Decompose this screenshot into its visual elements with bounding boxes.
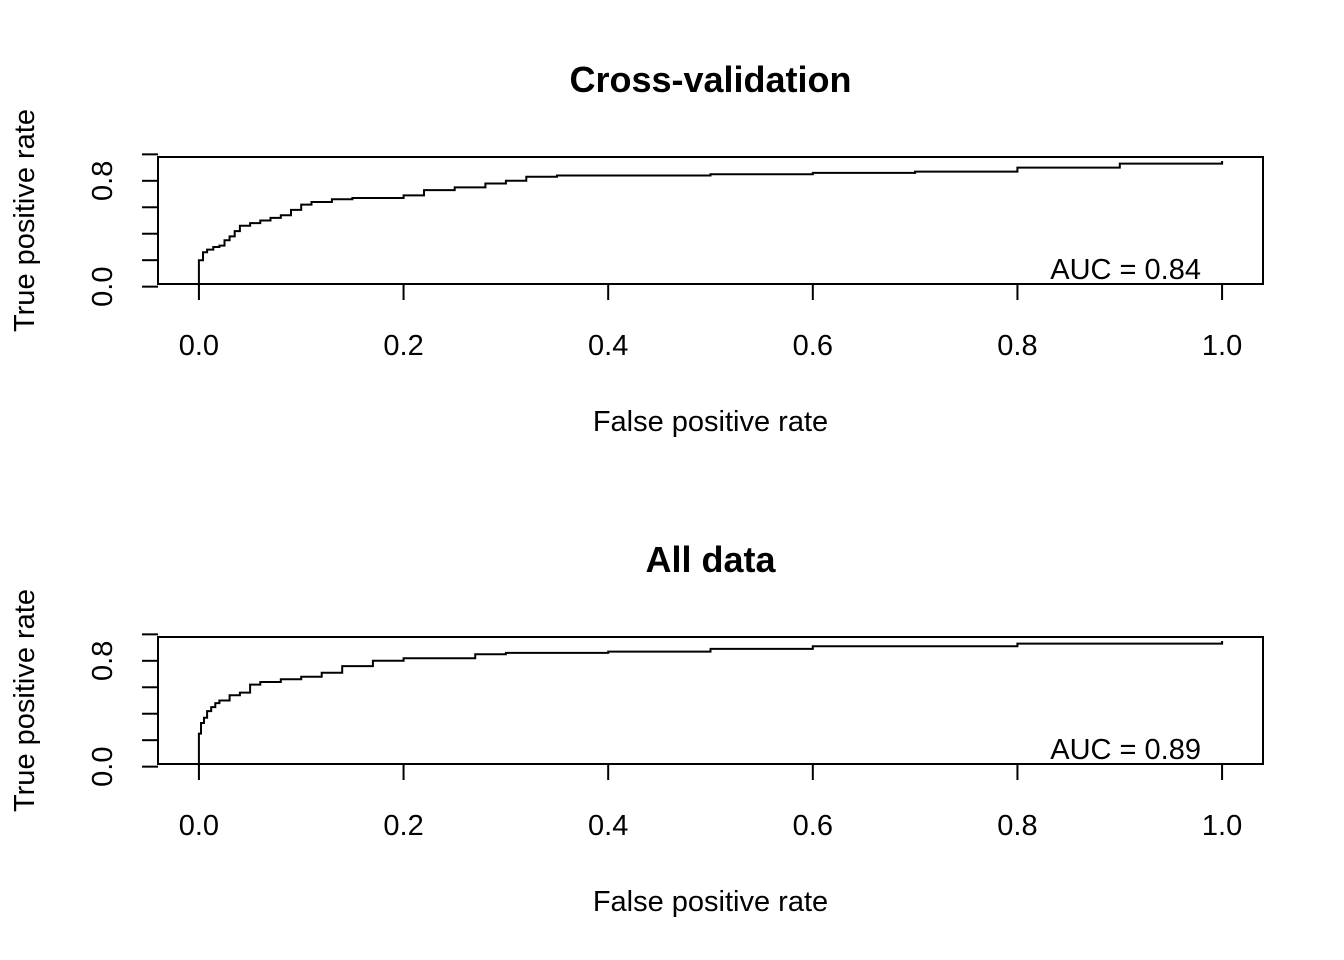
y-tick-label: 0.8	[87, 161, 119, 201]
plot-frame	[157, 156, 1264, 285]
y-axis-label: True positive rate	[9, 109, 41, 332]
x-tick-label: 0.8	[997, 330, 1037, 362]
roc-curve-line	[197, 641, 1224, 767]
x-tick-label: 0.8	[997, 810, 1037, 842]
x-tick-label: 1.0	[1202, 330, 1242, 362]
roc-curve-line	[197, 161, 1224, 287]
y-tick-label: 0.0	[87, 746, 119, 786]
x-tick-label: 0.2	[383, 330, 423, 362]
auc-annotation: AUC = 0.89	[1050, 734, 1201, 766]
x-axis-label: False positive rate	[593, 406, 828, 438]
auc-annotation: AUC = 0.84	[1050, 254, 1201, 286]
roc-panel-1: Cross-validation 0.0 0.2 0.4 0.6 0.8 1.0 0.0 0.8…	[9, 59, 1264, 438]
x-tick-label: 0.2	[383, 810, 423, 842]
x-tick-label: 0.6	[793, 810, 833, 842]
x-tick-label: 0.6	[793, 330, 833, 362]
x-tick-label: 0.4	[588, 330, 628, 362]
x-tick-label: 0.4	[588, 810, 628, 842]
y-tick-label: 0.0	[87, 266, 119, 306]
roc-panel-2: All data 0.0 0.2 0.4 0.6 0.8 1.0 0.0 0.8 False po…	[9, 539, 1264, 918]
x-tick-label: 0.0	[179, 810, 219, 842]
y-tick-label: 0.8	[87, 641, 119, 681]
y-axis-label: True positive rate	[9, 589, 41, 812]
chart-title: All data	[645, 539, 776, 580]
chart-title: Cross-validation	[569, 59, 851, 100]
x-axis-label: False positive rate	[593, 886, 828, 918]
x-tick-label: 0.0	[179, 330, 219, 362]
plot-frame	[157, 636, 1264, 765]
x-tick-label: 1.0	[1202, 810, 1242, 842]
